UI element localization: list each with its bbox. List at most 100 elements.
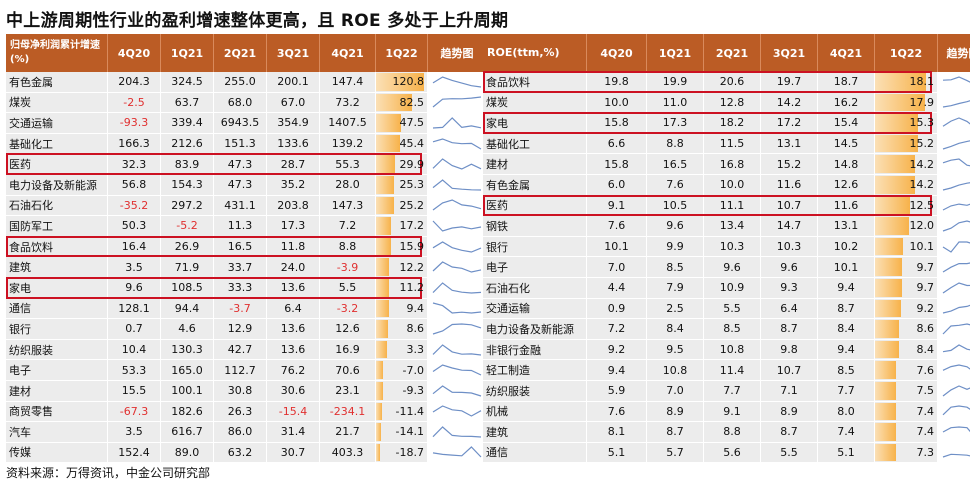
value-label: -14.1 [395, 425, 424, 439]
value-cell: 8.7 [818, 298, 875, 319]
value-cell: 5.7 [647, 442, 704, 463]
value-cell: -5.2 [161, 216, 214, 236]
row-industry-name: 家电 [483, 113, 587, 133]
trend-sparkline [938, 195, 970, 216]
latest-value-cell: 9.4 [376, 298, 428, 319]
value-cell: 0.7 [108, 319, 161, 339]
value-cell: 6.0 [587, 174, 647, 195]
value-cell: 5.6 [704, 442, 761, 463]
value-label: 82.5 [399, 95, 425, 109]
value-bar [875, 381, 897, 400]
table-row: 食品饮料 19.8 19.9 20.6 19.7 18.7 18.1 [483, 72, 970, 93]
table-row: 轻工制造 9.4 10.8 11.4 10.7 8.5 7.6 [483, 360, 970, 381]
value-cell: 16.9 [320, 339, 376, 360]
value-label: -11.4 [395, 404, 424, 418]
value-cell: 11.6 [761, 174, 818, 195]
value-cell: 12.6 [818, 174, 875, 195]
table-row: 纺织服装 10.4 130.3 42.7 13.6 16.9 3.3 [6, 339, 486, 361]
table-row: 非银行金融 9.2 9.5 10.8 9.8 9.4 8.4 [483, 339, 970, 361]
value-label: 7.4 [916, 425, 935, 439]
value-bar [875, 93, 926, 112]
value-bar [376, 381, 383, 400]
trend-sparkline [428, 298, 486, 319]
value-label: 14.2 [909, 178, 935, 192]
row-industry-name: 基础化工 [483, 133, 587, 154]
sparkline-series [942, 76, 970, 83]
value-cell: 9.8 [761, 339, 818, 360]
value-cell: 10.8 [647, 360, 704, 380]
value-label: 15.2 [909, 137, 935, 151]
sparkline-series [942, 100, 970, 108]
sparkline-series [942, 158, 970, 167]
row-industry-name: 食品饮料 [483, 72, 587, 92]
value-bar [376, 237, 391, 256]
table-row: 商贸零售 -67.3 182.6 26.3 -15.4 -234.1 -11.4 [6, 401, 486, 423]
row-industry-name: 石油石化 [483, 277, 587, 298]
latest-value-cell: 8.6 [376, 319, 428, 339]
value-label: 9.7 [916, 281, 935, 295]
row-industry-name: 电力设备及新能源 [483, 319, 587, 339]
value-cell: 30.7 [267, 442, 320, 463]
value-cell: 9.4 [587, 360, 647, 380]
row-industry-name: 轻工制造 [483, 360, 587, 380]
table-row: 汽车 3.5 616.7 86.0 31.4 21.7 -14.1 [6, 422, 486, 443]
trend-sparkline [428, 257, 486, 277]
value-cell: 166.3 [108, 133, 161, 154]
value-cell: 5.1 [587, 442, 647, 463]
sparkline-series [432, 240, 481, 253]
value-cell: 19.8 [587, 72, 647, 92]
value-cell: 30.8 [214, 380, 267, 401]
value-cell: 7.7 [818, 380, 875, 401]
trend-sparkline [428, 113, 486, 133]
value-cell: 32.3 [108, 154, 161, 174]
table-row: 建筑 8.1 8.7 8.8 8.7 7.4 7.4 [483, 422, 970, 443]
value-cell: 76.2 [267, 360, 320, 380]
value-label: 7.3 [916, 445, 935, 459]
value-cell: 15.8 [587, 154, 647, 174]
row-industry-name: 煤炭 [6, 92, 108, 113]
trend-sparkline [428, 216, 486, 236]
row-industry-name: 建筑 [483, 422, 587, 442]
value-cell: 42.7 [214, 339, 267, 360]
value-cell: 31.4 [267, 422, 320, 442]
trend-sparkline [938, 422, 970, 442]
value-cell: 50.3 [108, 216, 161, 236]
value-cell: 7.0 [647, 380, 704, 401]
trend-sparkline [938, 277, 970, 298]
sparkline-series [942, 426, 970, 433]
value-cell: 18.7 [818, 72, 875, 92]
trend-sparkline [428, 195, 486, 216]
value-cell: 94.4 [161, 298, 214, 319]
value-cell: 204.3 [108, 72, 161, 92]
table-row: 医药 9.1 10.5 11.1 10.7 11.6 12.5 [483, 195, 970, 217]
value-bar [875, 402, 896, 421]
value-cell: 10.1 [818, 257, 875, 277]
value-label: 120.8 [392, 75, 425, 89]
header-period: 4Q21 [320, 34, 376, 72]
value-bar [376, 402, 382, 421]
latest-value-cell: 7.3 [875, 442, 938, 463]
value-cell: 12.8 [704, 92, 761, 113]
value-cell: 20.6 [704, 72, 761, 92]
value-cell: 16.5 [214, 236, 267, 257]
header-period: 2Q21 [214, 34, 267, 72]
row-industry-name: 医药 [6, 154, 108, 174]
latest-value-cell: 8.6 [875, 319, 938, 339]
value-cell: 71.9 [161, 257, 214, 277]
value-cell: 7.2 [587, 319, 647, 339]
value-cell: 63.2 [214, 442, 267, 463]
sparkline-series [432, 96, 481, 108]
value-cell: 15.4 [818, 113, 875, 133]
sparkline-series [432, 199, 481, 211]
table-row: 家电 15.8 17.3 18.2 17.2 15.4 15.3 [483, 113, 970, 134]
value-cell: 130.3 [161, 339, 214, 360]
value-cell: 8.5 [818, 360, 875, 380]
table-row: 电子 53.3 165.0 112.7 76.2 70.6 -7.0 [6, 360, 486, 381]
trend-sparkline [938, 298, 970, 319]
value-bar [875, 73, 927, 91]
value-cell: 86.0 [214, 422, 267, 442]
row-industry-name: 通信 [6, 298, 108, 319]
row-industry-name: 有色金属 [483, 174, 587, 195]
sparkline-series [432, 261, 481, 273]
value-cell: 9.9 [647, 236, 704, 257]
